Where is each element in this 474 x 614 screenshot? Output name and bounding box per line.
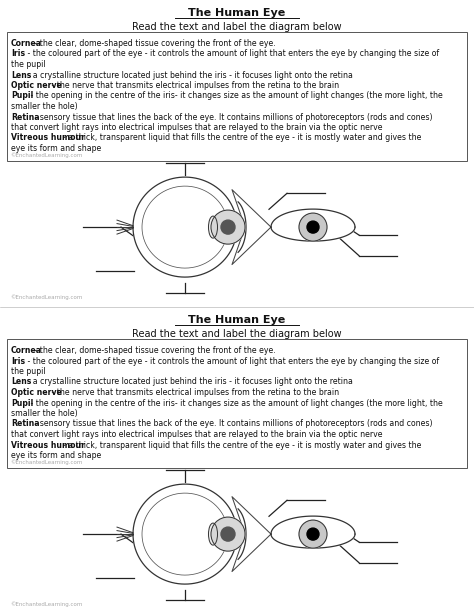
Text: Vitreous humour: Vitreous humour — [11, 133, 85, 142]
Text: Vitreous humour: Vitreous humour — [11, 440, 85, 449]
Text: - the clear, dome-shaped tissue covering the front of the eye.: - the clear, dome-shaped tissue covering… — [32, 346, 275, 355]
Ellipse shape — [209, 523, 218, 545]
Ellipse shape — [209, 216, 218, 238]
Text: - the clear, dome-shaped tissue covering the front of the eye.: - the clear, dome-shaped tissue covering… — [32, 39, 275, 48]
Text: - the coloured part of the eye - it controls the amount of light that enters the: - the coloured part of the eye - it cont… — [25, 50, 439, 58]
Circle shape — [221, 220, 235, 234]
Text: smaller the hole): smaller the hole) — [11, 102, 78, 111]
Circle shape — [211, 210, 245, 244]
Circle shape — [221, 527, 235, 541]
Text: ©EnchantedLearning.com: ©EnchantedLearning.com — [10, 294, 82, 300]
Circle shape — [299, 520, 327, 548]
FancyBboxPatch shape — [7, 32, 467, 161]
Text: - a thick, transparent liquid that fills the centre of the eye - it is mostly wa: - a thick, transparent liquid that fills… — [63, 133, 421, 142]
Text: - the nerve that transmits electrical impulses from the retina to the brain: - the nerve that transmits electrical im… — [49, 388, 339, 397]
Polygon shape — [271, 516, 355, 548]
Text: Lens: Lens — [11, 378, 31, 386]
Text: smaller the hole): smaller the hole) — [11, 409, 78, 418]
Polygon shape — [271, 209, 355, 241]
Circle shape — [307, 528, 319, 540]
Text: Pupil: Pupil — [11, 398, 33, 408]
Text: The Human Eye: The Human Eye — [188, 315, 286, 325]
Text: - the coloured part of the eye - it controls the amount of light that enters the: - the coloured part of the eye - it cont… — [25, 357, 439, 365]
Text: ©EnchantedLearning.com: ©EnchantedLearning.com — [10, 601, 82, 607]
Text: Optic nerve: Optic nerve — [11, 81, 62, 90]
FancyBboxPatch shape — [7, 339, 467, 468]
Circle shape — [211, 517, 245, 551]
Text: Iris: Iris — [11, 50, 25, 58]
Text: - the opening in the centre of the iris- it changes size as the amount of light : - the opening in the centre of the iris-… — [28, 91, 443, 101]
Polygon shape — [133, 484, 237, 584]
Text: - the opening in the centre of the iris- it changes size as the amount of light : - the opening in the centre of the iris-… — [28, 398, 443, 408]
Text: eye its form and shape: eye its form and shape — [11, 451, 101, 460]
Circle shape — [307, 221, 319, 233]
Text: Pupil: Pupil — [11, 91, 33, 101]
Text: ©EnchantedLearning.com: ©EnchantedLearning.com — [10, 459, 82, 465]
Text: - a crystalline structure located just behind the iris - it focuses light onto t: - a crystalline structure located just b… — [25, 378, 353, 386]
Text: - a thick, transparent liquid that fills the centre of the eye - it is mostly wa: - a thick, transparent liquid that fills… — [63, 440, 421, 449]
Text: Read the text and label the diagram below: Read the text and label the diagram belo… — [132, 22, 342, 32]
Polygon shape — [133, 177, 237, 277]
Text: that convert light rays into electrical impulses that are relayed to the brain v: that convert light rays into electrical … — [11, 430, 383, 439]
Text: The Human Eye: The Human Eye — [188, 8, 286, 18]
Text: Retina: Retina — [11, 112, 39, 122]
Text: Lens: Lens — [11, 71, 31, 79]
Text: Optic nerve: Optic nerve — [11, 388, 62, 397]
Text: - a crystalline structure located just behind the iris - it focuses light onto t: - a crystalline structure located just b… — [25, 71, 353, 79]
Text: the pupil: the pupil — [11, 60, 46, 69]
Text: - sensory tissue that lines the back of the eye. It contains millions of photore: - sensory tissue that lines the back of … — [32, 112, 432, 122]
Text: Iris: Iris — [11, 357, 25, 365]
Text: eye its form and shape: eye its form and shape — [11, 144, 101, 153]
Text: - the nerve that transmits electrical impulses from the retina to the brain: - the nerve that transmits electrical im… — [49, 81, 339, 90]
Text: ©EnchantedLearning.com: ©EnchantedLearning.com — [10, 152, 82, 158]
Text: that convert light rays into electrical impulses that are relayed to the brain v: that convert light rays into electrical … — [11, 123, 383, 132]
Circle shape — [299, 213, 327, 241]
Text: Read the text and label the diagram below: Read the text and label the diagram belo… — [132, 329, 342, 339]
Text: Retina: Retina — [11, 419, 39, 429]
Text: - sensory tissue that lines the back of the eye. It contains millions of photore: - sensory tissue that lines the back of … — [32, 419, 432, 429]
Text: Cornea: Cornea — [11, 39, 42, 48]
Text: the pupil: the pupil — [11, 367, 46, 376]
Text: Cornea: Cornea — [11, 346, 42, 355]
